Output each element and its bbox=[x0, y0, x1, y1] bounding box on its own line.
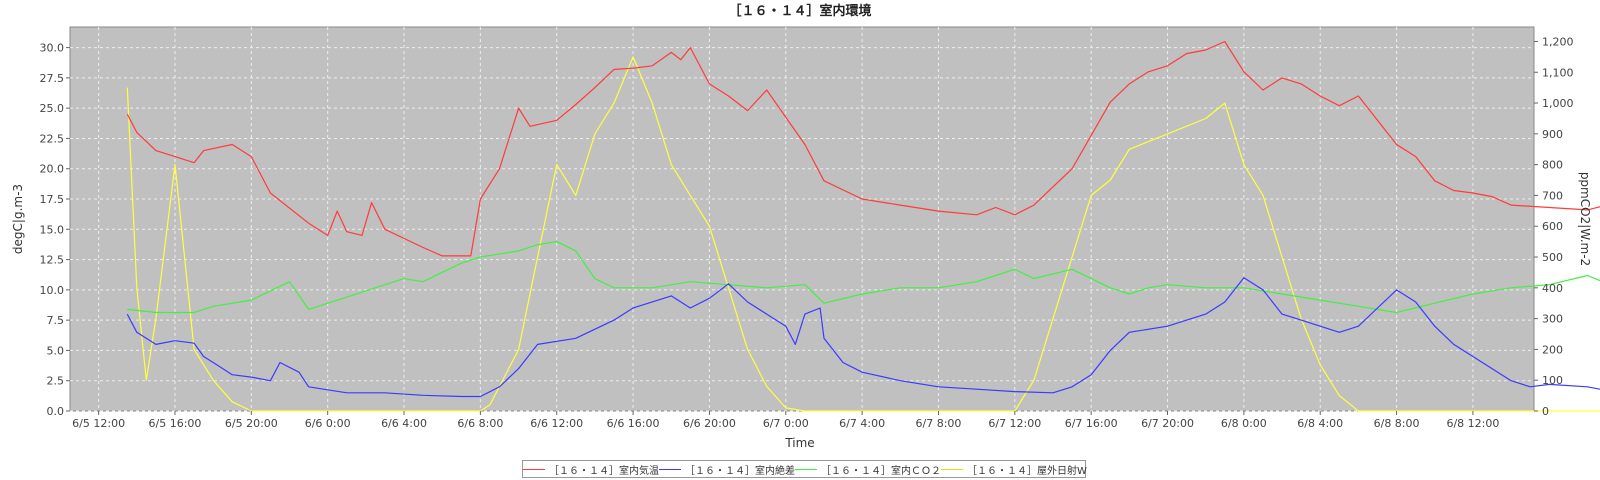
x-tick-label: 6/7 4:00 bbox=[839, 417, 885, 430]
y-left-tick-label: 20.0 bbox=[40, 163, 65, 176]
series-line-1 bbox=[126, 277, 1600, 398]
x-tick-label: 6/8 4:00 bbox=[1297, 417, 1343, 430]
x-tick-label: 6/6 12:00 bbox=[530, 417, 583, 430]
legend-label-co2: ［１６・１４］室内ＣＯ２ bbox=[821, 465, 941, 477]
x-tick-label: 6/7 0:00 bbox=[763, 417, 809, 430]
plot-area bbox=[69, 26, 1535, 412]
y-left-tick-label: 15.0 bbox=[40, 223, 65, 236]
legend-item-solar: ［１６・１４］屋外日射W bbox=[941, 462, 1087, 477]
legend-swatch-solar bbox=[941, 468, 963, 470]
x-tick-label: 6/6 8:00 bbox=[457, 417, 503, 430]
legend-swatch-humidity bbox=[659, 468, 681, 470]
y-left-tick-label: 10.0 bbox=[40, 284, 65, 297]
y-axis-left-label: degC|g.m-3 bbox=[11, 184, 25, 254]
x-tick-label: 6/7 16:00 bbox=[1065, 417, 1118, 430]
legend-item-humidity: ［１６・１４］室内絶差 bbox=[659, 462, 795, 477]
y-right-tick-label: 1,200 bbox=[1542, 35, 1574, 48]
y-right-tick-label: 900 bbox=[1542, 128, 1563, 141]
y-left-tick-label: 0.0 bbox=[47, 405, 65, 418]
legend-label-temperature: ［１６・１４］室内気温 bbox=[549, 465, 659, 477]
x-tick-label: 6/5 12:00 bbox=[72, 417, 125, 430]
y-right-tick-label: 200 bbox=[1542, 343, 1563, 356]
y-right-tick-label: 1,000 bbox=[1542, 97, 1574, 110]
y-right-tick-label: 400 bbox=[1542, 282, 1563, 295]
y-left-tick-label: 25.0 bbox=[40, 102, 65, 115]
x-tick-label: 6/5 20:00 bbox=[225, 417, 278, 430]
legend-label-humidity: ［１６・１４］室内絶差 bbox=[685, 465, 795, 477]
y-left-tick-label: 27.5 bbox=[40, 72, 65, 85]
chart-title: ［１６・１４］室内環境 bbox=[728, 3, 871, 19]
y-right-tick-label: 1,100 bbox=[1542, 66, 1574, 79]
y-right-tick-label: 0 bbox=[1542, 405, 1549, 418]
y-right-tick-label: 500 bbox=[1542, 251, 1563, 264]
x-tick-label: 6/8 0:00 bbox=[1221, 417, 1267, 430]
y-right-tick-label: 700 bbox=[1542, 189, 1563, 202]
legend-label-solar: ［１６・１４］屋外日射W bbox=[967, 465, 1087, 477]
axes: 6/5 12:00 6/5 16:00 6/5 20:00 6/6 0:00 6/6 4… bbox=[40, 35, 1574, 430]
y-axis-right-label: ppmCO2|W.m-2 bbox=[1578, 172, 1592, 266]
x-tick-label: 6/7 8:00 bbox=[916, 417, 962, 430]
x-tick-label: 6/6 0:00 bbox=[305, 417, 351, 430]
y-left-tick-label: 12.5 bbox=[40, 254, 65, 267]
y-left-tick-label: 17.5 bbox=[40, 193, 65, 206]
x-tick-label: 6/6 4:00 bbox=[381, 417, 427, 430]
y-left-tick-label: 5.0 bbox=[47, 344, 65, 357]
series-line-0 bbox=[126, 40, 1600, 257]
series-line-2 bbox=[127, 241, 1600, 314]
x-tick-label: 6/5 16:00 bbox=[149, 417, 202, 430]
y-right-tick-label: 100 bbox=[1542, 374, 1563, 387]
y-left-tick-label: 7.5 bbox=[47, 314, 65, 327]
legend-swatch-temperature bbox=[523, 468, 545, 470]
x-tick-label: 6/6 20:00 bbox=[683, 417, 736, 430]
x-tick-label: 6/8 8:00 bbox=[1374, 417, 1420, 430]
y-left-tick-label: 22.5 bbox=[40, 132, 65, 145]
x-tick-label: 6/8 12:00 bbox=[1446, 417, 1499, 430]
legend: ［１６・１４］室内気温 ［１６・１４］室内絶差 ［１６・１４］室内ＣＯ２ ［１６… bbox=[522, 460, 1087, 478]
x-tick-label: 6/7 12:00 bbox=[988, 417, 1041, 430]
y-right-tick-label: 600 bbox=[1542, 220, 1563, 233]
y-left-tick-label: 2.5 bbox=[47, 375, 65, 388]
legend-item-co2: ［１６・１４］室内ＣＯ２ bbox=[795, 462, 941, 477]
x-tick-label: 6/7 20:00 bbox=[1141, 417, 1194, 430]
legend-item-temperature: ［１６・１４］室内気温 bbox=[523, 462, 659, 477]
x-tick-label: 6/6 16:00 bbox=[607, 417, 660, 430]
y-right-tick-label: 800 bbox=[1542, 159, 1563, 172]
legend-swatch-co2 bbox=[795, 468, 817, 470]
y-left-tick-label: 30.0 bbox=[40, 42, 65, 55]
y-right-tick-label: 300 bbox=[1542, 313, 1563, 326]
x-axis-label: Time bbox=[784, 436, 814, 450]
